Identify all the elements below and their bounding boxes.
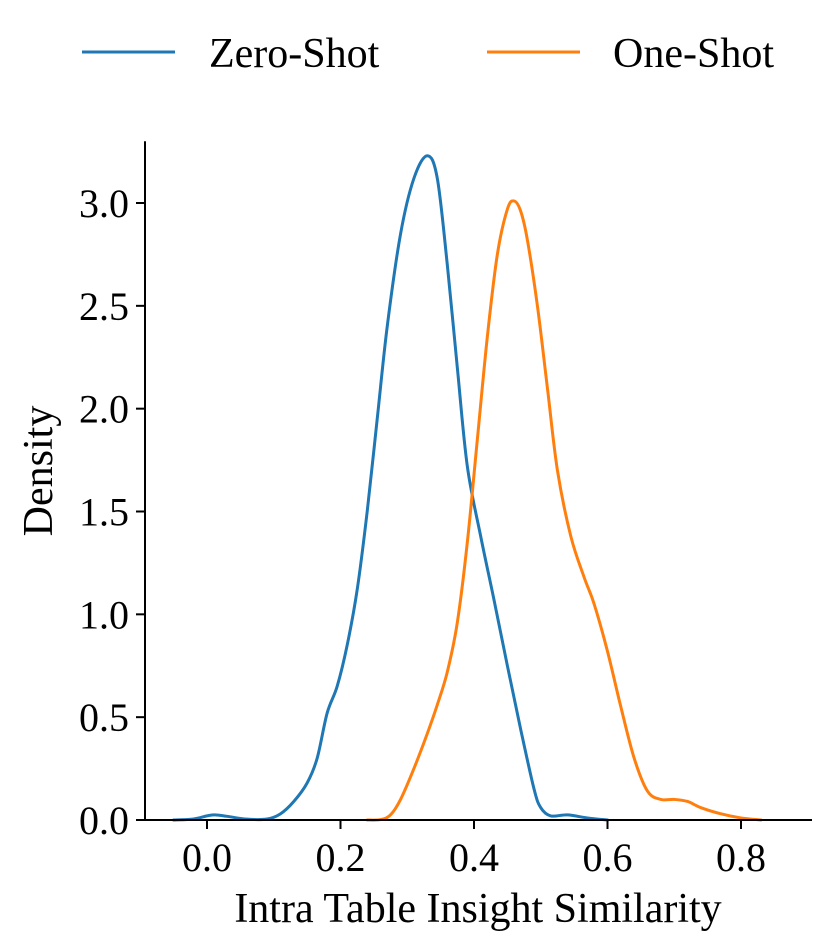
y-axis-ticks: 0.0 0.5 1.0 1.5 2.0 2.5 3.0 <box>79 181 145 843</box>
x-axis-ticks: 0.0 0.2 0.4 0.6 0.8 <box>182 820 766 880</box>
series-layer <box>172 154 763 822</box>
x-tick-label: 0.6 <box>583 835 633 880</box>
y-tick-label: 3.0 <box>79 181 129 226</box>
series-line-one-shot <box>365 199 763 822</box>
series-line-zero-shot <box>172 154 609 822</box>
y-tick-label: 2.0 <box>79 387 129 432</box>
legend-item-one-shot: One-Shot <box>487 31 774 77</box>
y-tick-label: 2.5 <box>79 284 129 329</box>
legend: Zero-Shot One-Shot <box>82 31 774 77</box>
y-axis-label: Density <box>16 406 62 537</box>
y-tick-label: 1.5 <box>79 490 129 535</box>
x-tick-label: 0.2 <box>316 835 366 880</box>
y-tick-label: 1.0 <box>79 592 129 637</box>
plot-area: 0.0 0.2 0.4 0.6 0.8 0.0 0.5 1.0 1.5 2.0 2.5 3.0 <box>79 141 812 880</box>
legend-label: One-Shot <box>613 31 774 77</box>
x-tick-label: 0.8 <box>716 835 766 880</box>
legend-label: Zero-Shot <box>209 31 380 77</box>
x-tick-label: 0.4 <box>449 835 499 880</box>
y-tick-label: 0.0 <box>79 798 129 843</box>
x-axis-label: Intra Table Insight Similarity <box>234 886 721 932</box>
y-tick-label: 0.5 <box>79 695 129 740</box>
legend-item-zero-shot: Zero-Shot <box>82 31 380 77</box>
x-tick-label: 0.0 <box>182 835 232 880</box>
